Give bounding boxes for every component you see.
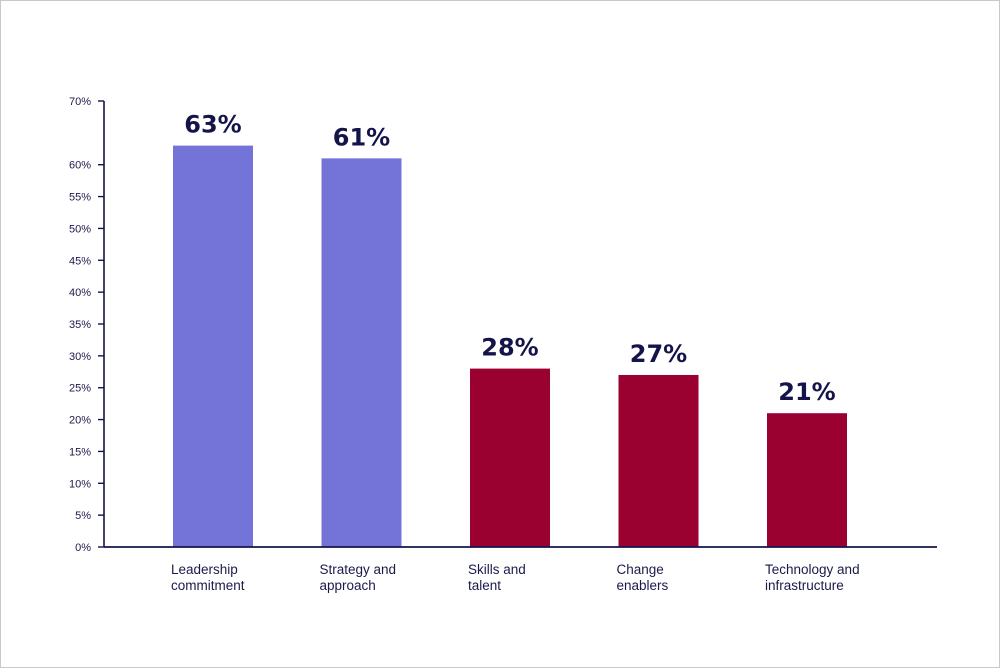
x-tick-label-line: Technology and (765, 562, 860, 577)
y-tick-label: 15% (69, 446, 91, 458)
x-tick-label-line: Skills and (468, 562, 526, 577)
data-label: 21% (778, 378, 835, 406)
y-tick-label: 35% (69, 319, 91, 331)
bar (470, 368, 550, 547)
y-tick-label: 5% (75, 510, 91, 522)
x-tick-label-line: Change (617, 562, 664, 577)
x-tick-label: Technology and infrastructure (765, 562, 860, 593)
bars (173, 145, 847, 548)
x-tick-label: Leadership commitment (171, 562, 245, 593)
bar (321, 158, 402, 548)
y-tick-label: 10% (69, 478, 91, 490)
data-label: 27% (630, 340, 687, 368)
x-tick-label-line: approach (320, 578, 376, 593)
bar (767, 413, 847, 547)
bar (618, 374, 699, 547)
y-tick-label: 30% (69, 351, 91, 363)
y-tick-label: 50% (69, 223, 91, 235)
x-tick-label: Change enablers (617, 562, 669, 593)
y-tick-label: 40% (69, 287, 91, 299)
y-tick-label: 45% (69, 255, 91, 267)
y-tick-label: 70% (69, 96, 91, 108)
x-tick-label: Skills and talent (468, 562, 526, 593)
y-tick-label: 55% (69, 192, 91, 204)
y-tick-label: 20% (69, 415, 91, 427)
x-axis: Leadership commitment Strategy and approach… (104, 546, 937, 593)
x-tick-label-line: infrastructure (765, 578, 844, 593)
data-label: 28% (481, 334, 538, 362)
x-tick-label-line: commitment (171, 578, 245, 593)
value-labels: 63% 61% 28% 27% 21% (184, 111, 835, 407)
x-tick-label-line: enablers (617, 578, 669, 593)
x-tick-label-line: talent (468, 578, 501, 593)
data-label: 63% (184, 111, 241, 139)
data-label: 61% (333, 123, 390, 151)
x-tick-label-line: Strategy and (320, 562, 397, 577)
y-axis: 0% 5% 10% 15% 20% 25% 30% 35% 40% 45% 50% 55% 60% 70% (69, 96, 105, 554)
y-tick-label: 25% (69, 383, 91, 395)
x-tick-label: Strategy and approach (320, 562, 397, 593)
y-tick-label: 0% (75, 542, 91, 554)
bar (173, 145, 253, 547)
x-tick-label-line: Leadership (171, 562, 238, 577)
y-tick-label: 60% (69, 160, 91, 172)
